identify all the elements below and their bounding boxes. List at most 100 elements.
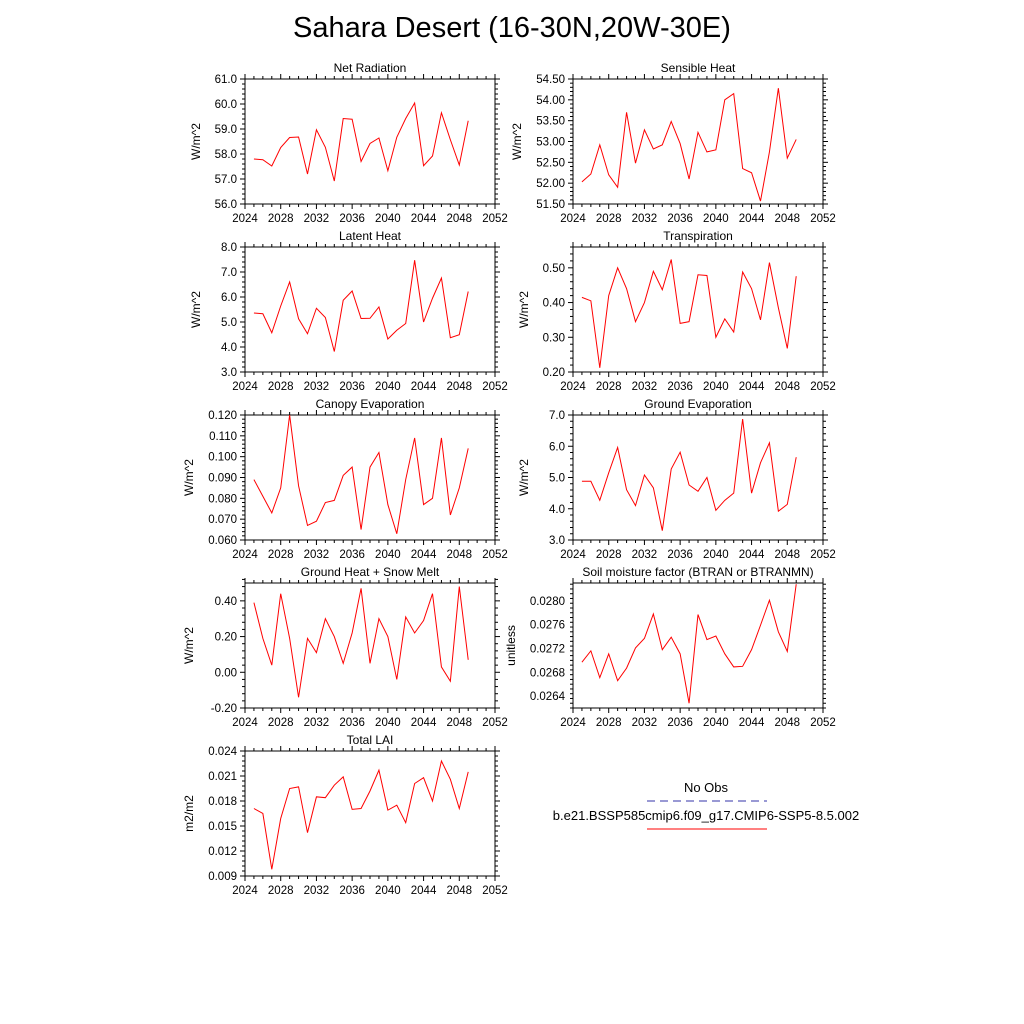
- y-axis-label: W/m^2: [189, 123, 203, 160]
- x-tick-label: 2036: [339, 885, 365, 897]
- x-tick-label: 2052: [482, 381, 508, 393]
- chart-panel-1: 2024 2028 2032 2036 2040 2044 2048 2052 56.0 57.0…: [189, 61, 508, 225]
- x-tick-label: 2052: [482, 717, 508, 729]
- y-tick-label: 0.0264: [530, 691, 566, 703]
- y-tick-label: 6.0: [221, 292, 237, 304]
- x-tick-label: 2052: [482, 213, 508, 225]
- y-axis-label: unitless: [504, 625, 518, 666]
- y-tick-label: 0.30: [543, 332, 565, 344]
- y-tick-label: -0.20: [211, 703, 237, 715]
- x-tick-label: 2040: [375, 717, 401, 729]
- x-tick-label: 2024: [232, 885, 258, 897]
- x-tick-label: 2024: [560, 717, 586, 729]
- x-tick-label: 2044: [411, 549, 437, 561]
- y-tick-label: 0.0268: [530, 667, 565, 679]
- y-tick-label: 0.070: [208, 514, 237, 526]
- x-tick-label: 2028: [268, 213, 294, 225]
- y-axis-label: m2/m2: [182, 795, 196, 832]
- x-tick-label: 2044: [411, 213, 437, 225]
- y-axis-label: W/m^2: [189, 291, 203, 328]
- series-line: [581, 259, 797, 368]
- panel-title: Soil moisture factor (BTRAN or BTRANMN): [582, 565, 813, 579]
- y-tick-label: 59.0: [215, 124, 237, 136]
- x-tick-label: 2032: [632, 381, 658, 393]
- x-tick-label: 2028: [596, 549, 622, 561]
- x-tick-label: 2024: [232, 213, 258, 225]
- y-tick-label: 0.0272: [530, 643, 565, 655]
- y-tick-label: 0.20: [543, 367, 565, 379]
- plot-frame: [572, 246, 824, 373]
- x-tick-label: 2028: [596, 717, 622, 729]
- panel-title: Ground Evaporation: [644, 397, 751, 411]
- y-tick-label: 0.100: [208, 452, 237, 464]
- x-tick-label: 2024: [560, 213, 586, 225]
- page-title: Sahara Desert (16-30N,20W-30E): [293, 12, 731, 44]
- y-tick-label: 7.0: [221, 267, 237, 279]
- x-tick-label: 2040: [375, 213, 401, 225]
- y-tick-label: 52.50: [536, 157, 565, 169]
- x-tick-label: 2024: [560, 549, 586, 561]
- x-tick-label: 2048: [774, 381, 800, 393]
- series-line: [581, 419, 797, 531]
- x-tick-label: 2036: [339, 381, 365, 393]
- series-line: [253, 759, 469, 870]
- y-tick-label: 0.060: [208, 535, 237, 547]
- y-tick-label: 0.40: [543, 298, 565, 310]
- y-axis-label: W/m^2: [182, 627, 196, 664]
- y-tick-label: 0.50: [543, 263, 565, 275]
- y-tick-label: 6.0: [549, 441, 565, 453]
- y-tick-label: 7.0: [549, 410, 565, 422]
- y-tick-label: 0.080: [208, 493, 237, 505]
- x-tick-label: 2044: [739, 549, 765, 561]
- y-tick-label: 0.00: [215, 667, 237, 679]
- x-tick-label: 2052: [482, 549, 508, 561]
- x-tick-label: 2028: [268, 717, 294, 729]
- y-tick-label: 0.090: [208, 473, 237, 485]
- x-tick-label: 2044: [411, 381, 437, 393]
- x-tick-label: 2040: [703, 213, 729, 225]
- y-tick-label: 53.00: [536, 137, 565, 149]
- x-tick-label: 2028: [596, 213, 622, 225]
- chart-panel-6: 2024 2028 2032 2036 2040 2044 2048 2052 3.0 4.0 5.…: [517, 397, 836, 561]
- plot-frame: [244, 414, 496, 541]
- x-tick-label: 2052: [810, 213, 836, 225]
- y-tick-label: 3.0: [221, 367, 237, 379]
- y-tick-label: 58.0: [215, 149, 237, 161]
- plot-frame: [572, 582, 824, 709]
- x-tick-label: 2040: [375, 885, 401, 897]
- y-tick-label: 54.00: [536, 95, 565, 107]
- x-tick-label: 2028: [596, 381, 622, 393]
- legend-case-label: b.e21.BSSP585cmip6.f09_g17.CMIP6-SSP5-8.…: [553, 808, 859, 823]
- panel-title: Latent Heat: [339, 229, 402, 243]
- panel-title: Ground Heat + Snow Melt: [301, 565, 440, 579]
- chart-panel-9: 2024 2028 2032 2036 2040 2044 2048 2052 0.009 0.0…: [182, 733, 508, 897]
- x-tick-label: 2024: [560, 381, 586, 393]
- x-tick-label: 2040: [375, 381, 401, 393]
- y-tick-label: 52.00: [536, 178, 565, 190]
- x-tick-label: 2036: [339, 549, 365, 561]
- series-line: [253, 586, 469, 698]
- x-tick-label: 2024: [232, 717, 258, 729]
- x-tick-label: 2032: [304, 213, 330, 225]
- y-tick-label: 5.0: [221, 317, 237, 329]
- x-tick-label: 2048: [446, 213, 472, 225]
- x-tick-label: 2028: [268, 885, 294, 897]
- x-tick-label: 2048: [774, 549, 800, 561]
- x-tick-label: 2036: [339, 213, 365, 225]
- x-tick-label: 2028: [268, 381, 294, 393]
- x-tick-label: 2052: [810, 717, 836, 729]
- panel-title: Canopy Evaporation: [316, 397, 425, 411]
- y-tick-label: 56.0: [215, 199, 237, 211]
- chart-panel-2: 2024 2028 2032 2036 2040 2044 2048 2052 51.50 52.…: [510, 61, 836, 225]
- y-tick-label: 0.40: [215, 596, 237, 608]
- y-tick-label: 0.012: [208, 846, 237, 858]
- y-tick-label: 57.0: [215, 174, 237, 186]
- y-axis-label: W/m^2: [182, 459, 196, 496]
- x-tick-label: 2032: [304, 381, 330, 393]
- x-tick-label: 2028: [268, 549, 294, 561]
- y-tick-label: 5.0: [549, 473, 565, 485]
- x-tick-label: 2048: [446, 549, 472, 561]
- x-tick-label: 2048: [446, 717, 472, 729]
- series-line: [253, 101, 469, 182]
